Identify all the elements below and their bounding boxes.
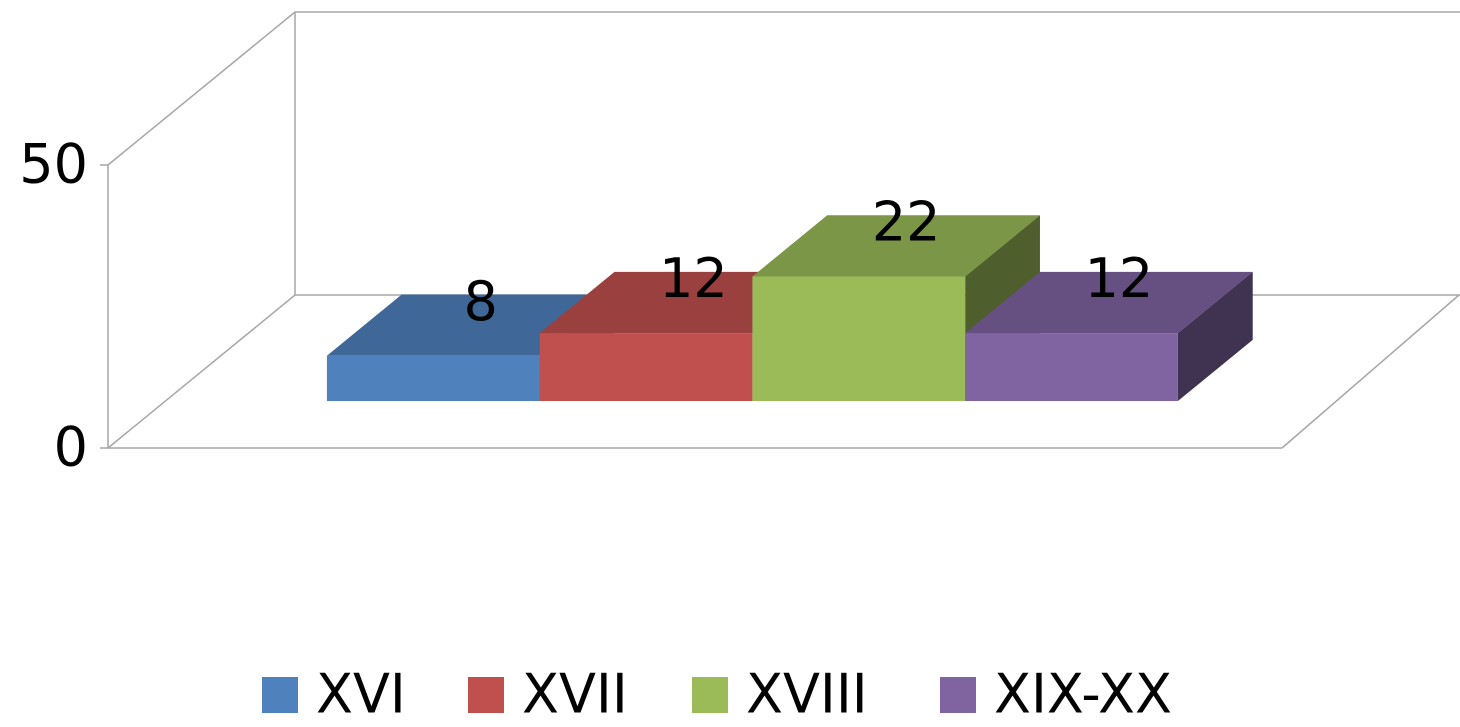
floor-edge <box>1281 294 1460 449</box>
legend-label: XVIII <box>746 663 868 726</box>
bar <box>326 355 540 402</box>
legend-swatch <box>692 677 728 713</box>
legend-swatch <box>262 677 298 713</box>
bar <box>752 276 966 402</box>
legend-label: XVI <box>316 663 406 726</box>
data-label: 22 <box>872 191 941 254</box>
data-label: 12 <box>659 247 728 310</box>
legend-swatch <box>468 677 504 713</box>
bar-side <box>1177 271 1253 402</box>
legend-label: XIX-XX <box>994 663 1172 726</box>
bar <box>539 333 753 402</box>
data-label: 8 <box>464 270 498 333</box>
y-tick-label: 50 <box>19 133 88 196</box>
legend-label: XVII <box>522 663 628 726</box>
bar <box>965 333 1178 402</box>
legend-swatch <box>940 677 976 713</box>
data-label: 12 <box>1085 247 1154 310</box>
bar-top <box>752 215 1040 277</box>
y-tick-label: 0 <box>54 416 88 479</box>
grid-line <box>107 11 1460 166</box>
bar-top <box>965 271 1253 334</box>
